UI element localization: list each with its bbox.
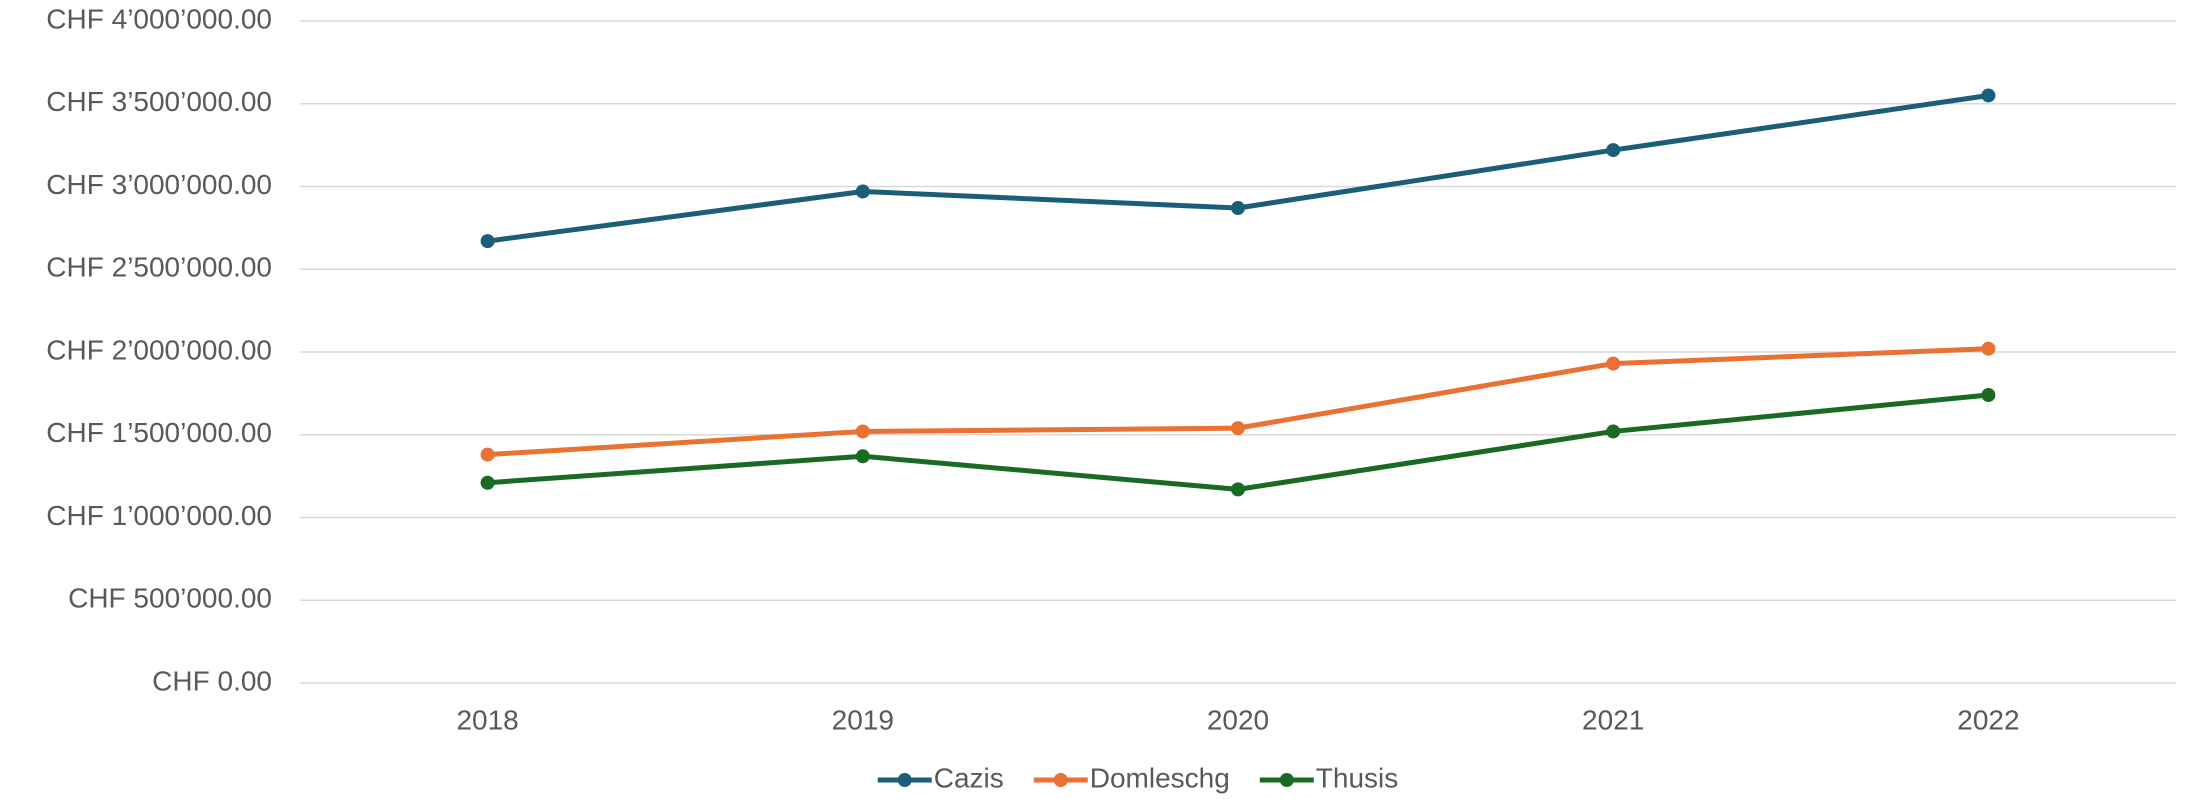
point [1606, 356, 1621, 371]
point [1981, 341, 1996, 356]
x-tick-label: 2021 [1582, 704, 1644, 735]
point [1231, 482, 1245, 497]
x-tick-label: 2018 [456, 704, 518, 735]
series-line [487, 93, 1989, 244]
legend-marker [897, 773, 912, 787]
legend-marker [1053, 773, 1068, 787]
y-tick-label: CHF 0.00 [152, 665, 272, 696]
series-line [487, 346, 1989, 458]
legend-marker [1279, 773, 1294, 787]
y-tick-label: CHF 3’500’000.00 [46, 86, 272, 117]
x-tick-label: 2020 [1207, 704, 1269, 735]
y-tick-label: CHF 1’000’000.00 [46, 500, 272, 531]
y-tick-label: CHF 3’000’000.00 [46, 169, 272, 200]
point [1231, 421, 1245, 436]
y-tick-label: CHF 4’000’000.00 [46, 3, 272, 34]
point [855, 449, 870, 464]
legend-label: Domleschg [1090, 762, 1230, 793]
y-tick-label: CHF 2’000’000.00 [46, 334, 272, 365]
legend-label: Cazis [934, 762, 1004, 793]
y-tick-label: CHF 500’000.00 [68, 583, 272, 614]
point [855, 424, 870, 439]
point [1981, 388, 1996, 403]
point [480, 234, 495, 249]
point [1606, 424, 1621, 439]
point [480, 475, 495, 490]
y-tick-label: CHF 2’500’000.00 [46, 252, 272, 283]
point [855, 184, 870, 199]
point [480, 447, 495, 462]
legend-label: Thusis [1316, 762, 1398, 793]
point [1231, 201, 1245, 216]
x-tick-label: 2019 [832, 704, 894, 735]
x-tick-label: 2022 [1957, 704, 2019, 735]
y-tick-label: CHF 1’500’000.00 [46, 417, 272, 448]
point [1606, 143, 1621, 158]
point [1981, 88, 1996, 103]
